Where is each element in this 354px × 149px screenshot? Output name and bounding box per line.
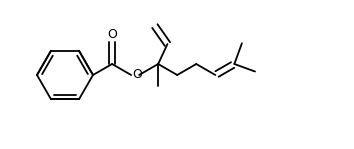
Text: O: O	[132, 69, 142, 82]
Text: O: O	[107, 28, 117, 41]
